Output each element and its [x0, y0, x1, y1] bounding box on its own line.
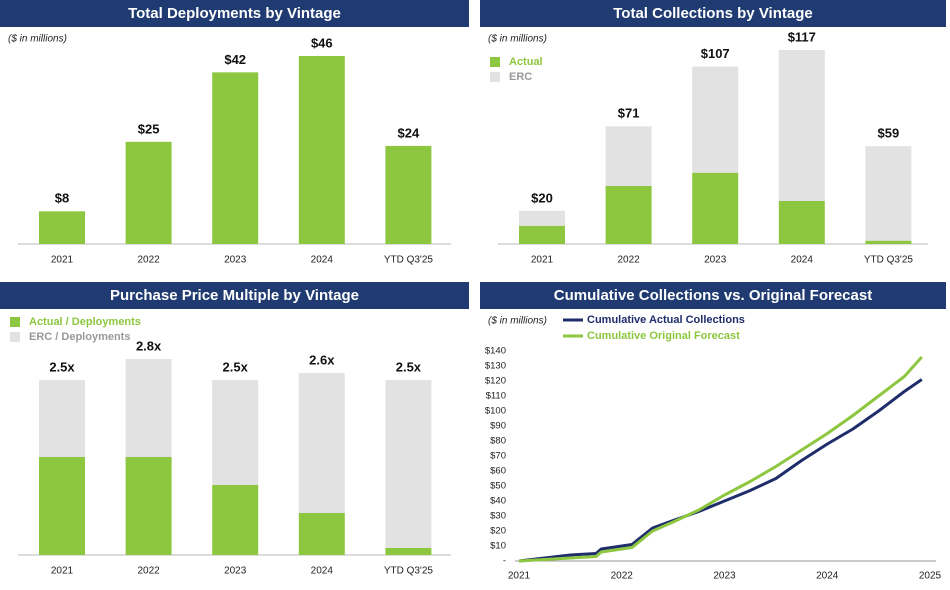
x-tick-label: 2022	[137, 255, 160, 266]
total-label: 2.5x	[396, 359, 422, 374]
legend-swatch	[490, 57, 500, 67]
bar-segment	[778, 200, 825, 244]
x-tick-label: YTD Q3'25	[864, 255, 914, 266]
line-series	[518, 378, 923, 563]
value-label: $46	[311, 35, 333, 50]
x-tick-label: 2023	[713, 571, 736, 582]
y-tick-label: $140	[485, 346, 506, 357]
legend-label: Cumulative Original Forecast	[587, 330, 740, 342]
bar	[385, 145, 432, 244]
bar-segment	[692, 172, 739, 244]
x-tick-label: 2022	[617, 255, 640, 266]
y-tick-label: $40	[490, 496, 506, 507]
y-tick-label: $100	[485, 406, 506, 417]
value-label: $25	[138, 121, 160, 136]
total-label: 2.8x	[136, 338, 162, 353]
legend-label: Cumulative Actual Collections	[587, 314, 745, 326]
x-tick-label: 2022	[611, 571, 634, 582]
x-tick-label: 2021	[531, 255, 554, 266]
bar-segment	[125, 359, 172, 457]
legend-swatch	[10, 332, 20, 342]
subtitle: ($ in millions)	[488, 34, 547, 45]
bar-segment	[298, 513, 345, 555]
total-label: $71	[618, 106, 640, 121]
y-tick-label: $130	[485, 361, 506, 372]
bar-segment	[385, 380, 432, 548]
panel-title: Cumulative Collections vs. Original Fore…	[554, 287, 872, 304]
bar	[39, 211, 85, 244]
total-label: $59	[878, 126, 900, 141]
x-tick-label: 2024	[311, 255, 334, 266]
y-tick-label: $90	[490, 421, 506, 432]
panel-title: Total Collections by Vintage	[613, 5, 812, 22]
bar-segment	[605, 185, 652, 244]
x-tick-label: YTD Q3'25	[384, 566, 434, 577]
subtitle: ($ in millions)	[488, 316, 547, 327]
x-tick-label: 2023	[224, 566, 247, 577]
x-tick-label: 2021	[51, 255, 74, 266]
line-series	[518, 355, 923, 563]
total-label: $107	[701, 46, 730, 61]
legend-label: Actual	[509, 56, 543, 68]
y-tick-label: $50	[490, 481, 506, 492]
bar-segment	[519, 210, 565, 226]
bar-segment	[865, 146, 912, 241]
bar	[125, 141, 172, 244]
legend-label: ERC / Deployments	[29, 331, 130, 343]
bar-segment	[385, 548, 432, 555]
total-label: $117	[788, 29, 816, 44]
y-tick-label: $20	[490, 526, 506, 537]
legend-swatch	[10, 317, 20, 327]
total-label: 2.6x	[309, 352, 335, 367]
x-tick-label: 2022	[137, 566, 160, 577]
bar	[298, 56, 345, 244]
subtitle: ($ in millions)	[8, 34, 67, 45]
x-tick-label: 2025	[919, 571, 942, 582]
y-tick-label: $10	[490, 541, 506, 552]
value-label: $24	[398, 125, 420, 140]
bar-segment	[519, 225, 565, 244]
bar-segment	[605, 126, 652, 186]
bar-segment	[212, 485, 259, 555]
bar-segment	[778, 50, 825, 201]
x-tick-label: YTD Q3'25	[384, 255, 434, 266]
panel-header	[0, 0, 469, 27]
bar-segment	[39, 457, 85, 555]
value-label: $8	[55, 191, 69, 206]
legend-swatch	[490, 72, 500, 82]
x-tick-label: 2021	[51, 566, 74, 577]
bar	[212, 72, 259, 244]
x-tick-label: 2023	[704, 255, 727, 266]
total-label: $20	[531, 190, 553, 205]
x-tick-label: 2021	[508, 571, 531, 582]
bar-segment	[298, 373, 345, 513]
panel-title: Total Deployments by Vintage	[128, 5, 341, 22]
bar-segment	[692, 66, 739, 173]
y-tick-label: $70	[490, 451, 506, 462]
y-tick-label: $120	[485, 376, 506, 387]
y-tick-label: $30	[490, 511, 506, 522]
y-tick-label: -	[503, 556, 506, 567]
total-label: 2.5x	[49, 359, 75, 374]
value-label: $42	[224, 52, 246, 67]
y-tick-label: $60	[490, 466, 506, 477]
panel-header	[0, 282, 469, 309]
x-tick-label: 2023	[224, 255, 247, 266]
y-tick-label: $110	[486, 391, 506, 402]
x-tick-label: 2024	[791, 255, 814, 266]
legend-label: ERC	[509, 71, 532, 83]
legend-label: Actual / Deployments	[29, 316, 141, 328]
panel-header	[480, 0, 946, 27]
y-tick-label: $80	[490, 436, 506, 447]
bar-segment	[125, 457, 172, 555]
bar-segment	[865, 240, 912, 244]
bar-segment	[212, 380, 259, 485]
x-tick-label: 2024	[311, 566, 334, 577]
panel-title: Purchase Price Multiple by Vintage	[110, 287, 359, 304]
bar-segment	[39, 380, 85, 457]
total-label: 2.5x	[223, 359, 249, 374]
x-tick-label: 2024	[816, 571, 839, 582]
panel-header	[480, 282, 946, 309]
